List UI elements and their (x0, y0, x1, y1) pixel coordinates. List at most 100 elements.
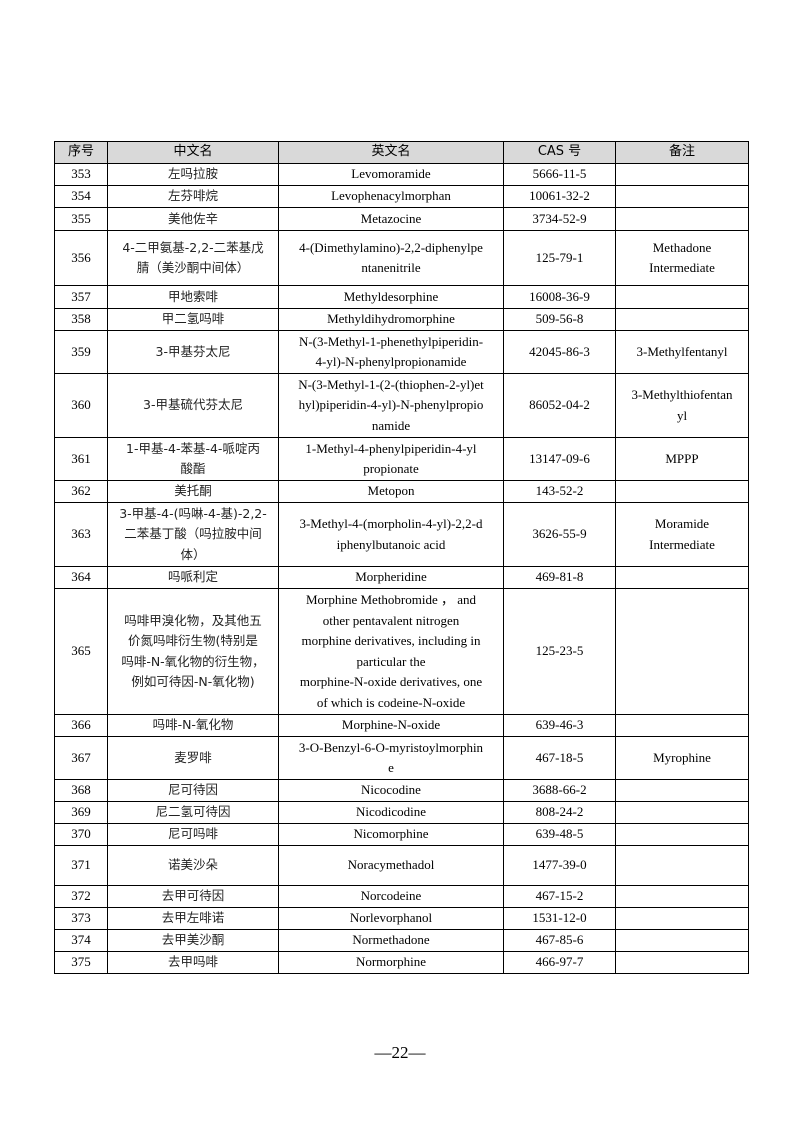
cas-number: 13147-09-6 (503, 437, 616, 481)
row-number: 357 (54, 285, 108, 309)
chinese-name: 3-甲基-4-(吗啉-4-基)-2,2- 二苯基丁酸（吗拉胺中间 体） (107, 502, 279, 567)
cas-number: 467-18-5 (503, 736, 616, 780)
english-name: Nicomorphine (278, 823, 504, 846)
chinese-name: 尼可待因 (107, 779, 279, 802)
row-number: 364 (54, 566, 108, 589)
english-name: N-(3-Methyl-1-(2-(thiophen-2-yl)et hyl)p… (278, 373, 504, 438)
row-number: 359 (54, 330, 108, 374)
table-row: 354 左芬啡烷 Levophenacylmorphan 10061-32-2 (54, 185, 749, 208)
chinese-name: 尼可吗啡 (107, 823, 279, 846)
cas-number: 808-24-2 (503, 801, 616, 824)
note (615, 929, 749, 952)
cas-number: 1477-39-0 (503, 845, 616, 886)
english-name: Methyldesorphine (278, 285, 504, 309)
row-number: 362 (54, 480, 108, 503)
english-name: Morphine Methobromide ， and other pentav… (278, 588, 504, 715)
cas-number: 639-48-5 (503, 823, 616, 846)
row-number: 375 (54, 951, 108, 974)
note (615, 480, 749, 503)
cas-number: 86052-04-2 (503, 373, 616, 438)
header-note: 备注 (615, 141, 749, 164)
english-name: 3-Methyl-4-(morpholin-4-yl)-2,2-d ipheny… (278, 502, 504, 567)
chinese-name: 去甲吗啡 (107, 951, 279, 974)
cas-number: 466-97-7 (503, 951, 616, 974)
row-number: 373 (54, 907, 108, 930)
cas-number: 42045-86-3 (503, 330, 616, 374)
cas-number: 3626-55-9 (503, 502, 616, 567)
chinese-name: 左吗拉胺 (107, 163, 279, 186)
substance-table: 序号 中文名 英文名 CAS 号 备注 353 左吗拉胺 Levomoramide 5… (54, 141, 749, 974)
cas-number: 509-56-8 (503, 308, 616, 331)
table-row: 364 吗哌利定 Morpheridine 469-81-8 (54, 566, 749, 589)
note (615, 285, 749, 309)
row-number: 371 (54, 845, 108, 886)
english-name: Morphine-N-oxide (278, 714, 504, 737)
row-number: 358 (54, 308, 108, 331)
chinese-name: 左芬啡烷 (107, 185, 279, 208)
english-name: Norlevorphanol (278, 907, 504, 930)
table-row: 370 尼可吗啡 Nicomorphine 639-48-5 (54, 823, 749, 846)
note (615, 885, 749, 908)
table-row: 365 吗啡甲溴化物，及其他五 价氮吗啡衍生物(特别是 吗啡-N-氧化物的衍生物，… (54, 588, 749, 715)
note: Moramide Intermediate (615, 502, 749, 567)
cas-number: 16008-36-9 (503, 285, 616, 309)
note: Myrophine (615, 736, 749, 780)
chinese-name: 甲二氢吗啡 (107, 308, 279, 331)
cas-number: 125-79-1 (503, 230, 616, 286)
note (615, 951, 749, 974)
row-number: 354 (54, 185, 108, 208)
note (615, 566, 749, 589)
english-name: Norcodeine (278, 885, 504, 908)
cas-number: 467-85-6 (503, 929, 616, 952)
chinese-name: 美他佐辛 (107, 207, 279, 231)
note: Methadone Intermediate (615, 230, 749, 286)
row-number: 366 (54, 714, 108, 737)
header-number: 序号 (54, 141, 108, 164)
table-row: 356 4-二甲氨基-2,2-二苯基戊 腈（美沙酮中间体） 4-(Dimethyla… (54, 230, 749, 286)
english-name: 3-O-Benzyl-6-O-myristoylmorphin e (278, 736, 504, 780)
row-number: 372 (54, 885, 108, 908)
note (615, 588, 749, 715)
cas-number: 639-46-3 (503, 714, 616, 737)
english-name: 1-Methyl-4-phenylpiperidin-4-yl propiona… (278, 437, 504, 481)
chinese-name: 美托酮 (107, 480, 279, 503)
header-english-name: 英文名 (278, 141, 504, 164)
english-name: Noracymethadol (278, 845, 504, 886)
table-row: 359 3-甲基芬太尼 N-(3-Methyl-1-phenethylpiperid… (54, 330, 749, 374)
chinese-name: 吗哌利定 (107, 566, 279, 589)
note (615, 163, 749, 186)
row-number: 365 (54, 588, 108, 715)
chinese-name: 去甲美沙酮 (107, 929, 279, 952)
header-cas: CAS 号 (503, 141, 616, 164)
row-number: 374 (54, 929, 108, 952)
note: 3-Methylthiofentan yl (615, 373, 749, 438)
english-name: Metazocine (278, 207, 504, 231)
note: MPPP (615, 437, 749, 481)
table-row: 360 3-甲基硫代芬太尼 N-(3-Methyl-1-(2-(thiophen-2… (54, 373, 749, 438)
table-row: 369 尼二氢可待因 Nicodicodine 808-24-2 (54, 801, 749, 824)
english-name: Morpheridine (278, 566, 504, 589)
note (615, 907, 749, 930)
english-name: Metopon (278, 480, 504, 503)
english-name: Levomoramide (278, 163, 504, 186)
note (615, 801, 749, 824)
chinese-name: 4-二甲氨基-2,2-二苯基戊 腈（美沙酮中间体） (107, 230, 279, 286)
note (615, 845, 749, 886)
note (615, 308, 749, 331)
row-number: 353 (54, 163, 108, 186)
row-number: 369 (54, 801, 108, 824)
table-row: 362 美托酮 Metopon 143-52-2 (54, 480, 749, 503)
chinese-name: 诺美沙朵 (107, 845, 279, 886)
chinese-name: 3-甲基硫代芬太尼 (107, 373, 279, 438)
cas-number: 125-23-5 (503, 588, 616, 715)
page-number: —22— (374, 1043, 426, 1062)
table-row: 374 去甲美沙酮 Normethadone 467-85-6 (54, 929, 749, 952)
row-number: 370 (54, 823, 108, 846)
english-name: Normorphine (278, 951, 504, 974)
row-number: 360 (54, 373, 108, 438)
row-number: 355 (54, 207, 108, 231)
cas-number: 1531-12-0 (503, 907, 616, 930)
chinese-name: 尼二氢可待因 (107, 801, 279, 824)
chinese-name: 1-甲基-4-苯基-4-哌啶丙 酸酯 (107, 437, 279, 481)
